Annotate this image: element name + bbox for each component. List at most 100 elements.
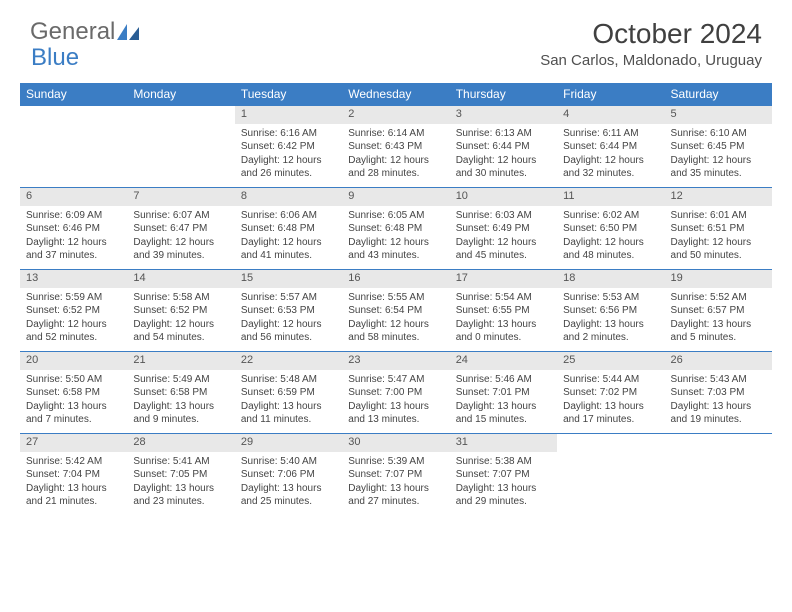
sunrise-line: Sunrise: 6:10 AM [671, 127, 766, 141]
sunset-line: Sunset: 6:58 PM [26, 386, 121, 400]
sunrise-line: Sunrise: 6:05 AM [348, 209, 443, 223]
day-content-cell [127, 124, 234, 188]
day-number-cell: 25 [557, 352, 664, 370]
sunset-line: Sunset: 6:59 PM [241, 386, 336, 400]
day-number-cell [557, 434, 664, 452]
day-content-cell: Sunrise: 6:10 AMSunset: 6:45 PMDaylight:… [665, 124, 772, 188]
sunset-line: Sunset: 7:06 PM [241, 468, 336, 482]
day-number-cell: 20 [20, 352, 127, 370]
daylight-line: Daylight: 13 hours and 0 minutes. [456, 318, 551, 345]
day-number-cell: 16 [342, 270, 449, 288]
sunset-line: Sunset: 6:54 PM [348, 304, 443, 318]
daylight-line: Daylight: 12 hours and 30 minutes. [456, 154, 551, 181]
sunrise-line: Sunrise: 5:39 AM [348, 455, 443, 469]
day-number-cell: 1 [235, 106, 342, 124]
sunrise-line: Sunrise: 5:47 AM [348, 373, 443, 387]
sunrise-line: Sunrise: 6:06 AM [241, 209, 336, 223]
day-header: Wednesday [342, 83, 449, 106]
daylight-line: Daylight: 12 hours and 45 minutes. [456, 236, 551, 263]
daylight-line: Daylight: 12 hours and 37 minutes. [26, 236, 121, 263]
day-content-cell: Sunrise: 5:38 AMSunset: 7:07 PMDaylight:… [450, 452, 557, 516]
sunset-line: Sunset: 6:52 PM [26, 304, 121, 318]
sunset-line: Sunset: 6:52 PM [133, 304, 228, 318]
day-content-cell: Sunrise: 6:13 AMSunset: 6:44 PMDaylight:… [450, 124, 557, 188]
sunrise-line: Sunrise: 5:52 AM [671, 291, 766, 305]
day-content-cell: Sunrise: 5:54 AMSunset: 6:55 PMDaylight:… [450, 288, 557, 352]
day-content-cell: Sunrise: 5:41 AMSunset: 7:05 PMDaylight:… [127, 452, 234, 516]
day-header: Thursday [450, 83, 557, 106]
day-number-cell: 2 [342, 106, 449, 124]
sunrise-line: Sunrise: 5:41 AM [133, 455, 228, 469]
day-number-cell [20, 106, 127, 124]
sunrise-line: Sunrise: 6:14 AM [348, 127, 443, 141]
sunset-line: Sunset: 7:03 PM [671, 386, 766, 400]
day-number-cell: 14 [127, 270, 234, 288]
daylight-line: Daylight: 12 hours and 28 minutes. [348, 154, 443, 181]
daylight-line: Daylight: 13 hours and 2 minutes. [563, 318, 658, 345]
daylight-line: Daylight: 12 hours and 52 minutes. [26, 318, 121, 345]
day-content-cell [557, 452, 664, 516]
day-content-cell: Sunrise: 5:59 AMSunset: 6:52 PMDaylight:… [20, 288, 127, 352]
day-content-cell: Sunrise: 6:05 AMSunset: 6:48 PMDaylight:… [342, 206, 449, 270]
month-title: October 2024 [540, 18, 762, 50]
sunset-line: Sunset: 6:53 PM [241, 304, 336, 318]
day-content-cell: Sunrise: 5:40 AMSunset: 7:06 PMDaylight:… [235, 452, 342, 516]
day-content-cell: Sunrise: 5:42 AMSunset: 7:04 PMDaylight:… [20, 452, 127, 516]
day-content-cell: Sunrise: 5:47 AMSunset: 7:00 PMDaylight:… [342, 370, 449, 434]
sunrise-line: Sunrise: 5:50 AM [26, 373, 121, 387]
day-header-row: Sunday Monday Tuesday Wednesday Thursday… [20, 83, 772, 106]
sunrise-line: Sunrise: 5:38 AM [456, 455, 551, 469]
sunrise-line: Sunrise: 5:59 AM [26, 291, 121, 305]
day-content-cell: Sunrise: 6:09 AMSunset: 6:46 PMDaylight:… [20, 206, 127, 270]
sunset-line: Sunset: 7:00 PM [348, 386, 443, 400]
day-content-cell: Sunrise: 5:46 AMSunset: 7:01 PMDaylight:… [450, 370, 557, 434]
day-number-cell: 24 [450, 352, 557, 370]
day-number-cell: 21 [127, 352, 234, 370]
sunrise-line: Sunrise: 6:02 AM [563, 209, 658, 223]
sunset-line: Sunset: 7:07 PM [456, 468, 551, 482]
day-number-cell: 17 [450, 270, 557, 288]
daylight-line: Daylight: 12 hours and 43 minutes. [348, 236, 443, 263]
day-number-cell: 18 [557, 270, 664, 288]
day-content-cell: Sunrise: 5:48 AMSunset: 6:59 PMDaylight:… [235, 370, 342, 434]
day-header: Tuesday [235, 83, 342, 106]
daylight-line: Daylight: 12 hours and 56 minutes. [241, 318, 336, 345]
daylight-line: Daylight: 12 hours and 54 minutes. [133, 318, 228, 345]
day-number-cell: 13 [20, 270, 127, 288]
daylight-line: Daylight: 12 hours and 26 minutes. [241, 154, 336, 181]
day-header: Monday [127, 83, 234, 106]
sunset-line: Sunset: 7:02 PM [563, 386, 658, 400]
sunrise-line: Sunrise: 5:57 AM [241, 291, 336, 305]
daylight-line: Daylight: 13 hours and 17 minutes. [563, 400, 658, 427]
day-content-cell: Sunrise: 5:58 AMSunset: 6:52 PMDaylight:… [127, 288, 234, 352]
day-number-cell: 23 [342, 352, 449, 370]
content-row: Sunrise: 5:42 AMSunset: 7:04 PMDaylight:… [20, 452, 772, 516]
sunrise-line: Sunrise: 6:13 AM [456, 127, 551, 141]
day-content-cell: Sunrise: 6:16 AMSunset: 6:42 PMDaylight:… [235, 124, 342, 188]
content-row: Sunrise: 5:59 AMSunset: 6:52 PMDaylight:… [20, 288, 772, 352]
day-header: Friday [557, 83, 664, 106]
sunrise-line: Sunrise: 6:01 AM [671, 209, 766, 223]
day-number-cell: 6 [20, 188, 127, 206]
day-number-cell: 31 [450, 434, 557, 452]
sunrise-line: Sunrise: 5:54 AM [456, 291, 551, 305]
sunrise-line: Sunrise: 6:03 AM [456, 209, 551, 223]
sunrise-line: Sunrise: 6:09 AM [26, 209, 121, 223]
sunset-line: Sunset: 7:04 PM [26, 468, 121, 482]
calendar-body: 12345Sunrise: 6:16 AMSunset: 6:42 PMDayl… [20, 106, 772, 516]
daylight-line: Daylight: 12 hours and 41 minutes. [241, 236, 336, 263]
day-number-cell [127, 106, 234, 124]
logo-text-2: Blue [31, 44, 79, 72]
day-header: Sunday [20, 83, 127, 106]
sunset-line: Sunset: 6:58 PM [133, 386, 228, 400]
title-block: October 2024 San Carlos, Maldonado, Urug… [540, 18, 762, 69]
daylight-line: Daylight: 13 hours and 21 minutes. [26, 482, 121, 509]
sunrise-line: Sunrise: 5:49 AM [133, 373, 228, 387]
sunrise-line: Sunrise: 6:16 AM [241, 127, 336, 141]
sunset-line: Sunset: 6:50 PM [563, 222, 658, 236]
daylight-line: Daylight: 12 hours and 39 minutes. [133, 236, 228, 263]
daylight-line: Daylight: 12 hours and 48 minutes. [563, 236, 658, 263]
daylight-line: Daylight: 13 hours and 7 minutes. [26, 400, 121, 427]
content-row: Sunrise: 6:09 AMSunset: 6:46 PMDaylight:… [20, 206, 772, 270]
daylight-line: Daylight: 13 hours and 9 minutes. [133, 400, 228, 427]
